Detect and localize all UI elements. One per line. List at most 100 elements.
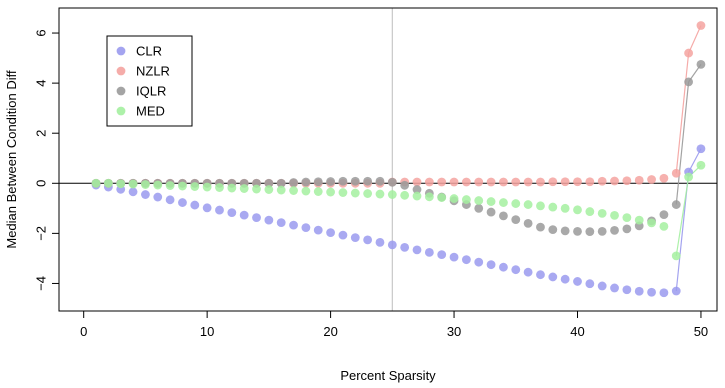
point-nzlr-36 bbox=[523, 177, 533, 187]
point-clr-47 bbox=[659, 288, 669, 298]
point-clr-39 bbox=[560, 274, 570, 284]
point-clr-17 bbox=[289, 220, 298, 230]
point-clr-34 bbox=[499, 262, 508, 272]
point-iqlr-18 bbox=[301, 177, 311, 187]
point-med-40 bbox=[573, 205, 582, 215]
x-tick-label-50: 50 bbox=[694, 324, 708, 339]
point-clr-27 bbox=[412, 245, 422, 255]
point-clr-32 bbox=[474, 257, 484, 267]
point-nzlr-48 bbox=[671, 168, 681, 178]
point-iqlr-47 bbox=[659, 210, 669, 219]
point-clr-6 bbox=[153, 192, 163, 202]
point-iqlr-32 bbox=[474, 203, 484, 213]
y-tick-label--4: −4 bbox=[34, 276, 49, 291]
point-nzlr-35 bbox=[511, 177, 521, 187]
point-med-23 bbox=[363, 189, 373, 198]
data-points bbox=[91, 21, 706, 298]
point-nzlr-27 bbox=[412, 177, 422, 187]
y-tick-label-2: 2 bbox=[34, 130, 49, 137]
point-iqlr-25 bbox=[387, 177, 397, 187]
point-clr-25 bbox=[387, 240, 397, 250]
point-iqlr-24 bbox=[375, 176, 385, 186]
point-nzlr-39 bbox=[560, 177, 570, 187]
point-clr-35 bbox=[511, 265, 521, 275]
point-iqlr-20 bbox=[326, 177, 335, 186]
point-med-44 bbox=[622, 213, 632, 222]
point-clr-41 bbox=[585, 279, 595, 289]
x-axis: 0 10 20 30 40 50 bbox=[80, 310, 708, 339]
point-clr-37 bbox=[536, 270, 545, 280]
point-med-29 bbox=[437, 193, 447, 202]
point-iqlr-44 bbox=[622, 224, 632, 234]
connector-med-47 bbox=[675, 176, 690, 257]
point-med-50 bbox=[696, 160, 706, 170]
x-tick-label-30: 30 bbox=[447, 324, 461, 339]
point-med-8 bbox=[178, 181, 187, 191]
point-iqlr-37 bbox=[536, 222, 545, 232]
point-clr-29 bbox=[437, 250, 447, 260]
point-iqlr-23 bbox=[363, 176, 373, 186]
legend: CLR NZLR IQLR MED bbox=[106, 35, 193, 127]
y-axis: −4 −2 0 2 4 6 bbox=[34, 29, 60, 291]
point-nzlr-38 bbox=[548, 177, 558, 187]
point-nzlr-31 bbox=[461, 177, 471, 187]
y-tick-label-6: 6 bbox=[34, 29, 49, 36]
point-clr-7 bbox=[165, 195, 175, 205]
point-iqlr-50 bbox=[696, 59, 706, 69]
point-med-7 bbox=[165, 181, 175, 190]
point-nzlr-41 bbox=[585, 177, 595, 187]
point-med-37 bbox=[536, 201, 545, 211]
point-nzlr-34 bbox=[499, 177, 508, 187]
point-med-9 bbox=[190, 182, 200, 191]
point-med-35 bbox=[511, 199, 521, 208]
point-nzlr-42 bbox=[597, 176, 607, 186]
point-med-5 bbox=[141, 180, 150, 189]
point-iqlr-17 bbox=[289, 178, 298, 187]
point-med-34 bbox=[499, 198, 508, 207]
point-nzlr-33 bbox=[486, 177, 496, 187]
point-med-6 bbox=[153, 180, 163, 190]
point-nzlr-28 bbox=[424, 177, 434, 187]
point-clr-40 bbox=[573, 277, 582, 286]
point-med-13 bbox=[239, 184, 249, 193]
point-med-42 bbox=[597, 208, 607, 218]
point-med-10 bbox=[202, 182, 212, 192]
point-clr-24 bbox=[375, 237, 385, 247]
point-clr-45 bbox=[634, 286, 644, 296]
y-axis-title: Median Between Condition Diff bbox=[4, 70, 19, 249]
connector-nzlr-47 bbox=[675, 53, 690, 174]
point-clr-12 bbox=[227, 208, 237, 217]
point-clr-21 bbox=[338, 230, 348, 240]
point-med-38 bbox=[548, 202, 558, 212]
point-med-20 bbox=[326, 187, 335, 197]
point-clr-14 bbox=[252, 213, 261, 222]
point-clr-9 bbox=[190, 200, 200, 210]
legend-marker-clr bbox=[116, 46, 126, 56]
point-med-46 bbox=[647, 218, 656, 228]
point-clr-23 bbox=[363, 235, 373, 245]
x-tick-label-10: 10 bbox=[200, 324, 214, 339]
point-med-4 bbox=[128, 179, 138, 189]
point-med-32 bbox=[474, 196, 484, 205]
point-iqlr-21 bbox=[338, 176, 348, 186]
point-clr-15 bbox=[264, 215, 274, 225]
point-clr-4 bbox=[128, 187, 138, 197]
point-med-16 bbox=[276, 185, 286, 195]
y-tick-label-4: 4 bbox=[34, 80, 49, 87]
point-nzlr-44 bbox=[622, 176, 632, 186]
point-nzlr-30 bbox=[449, 177, 459, 187]
point-med-41 bbox=[585, 207, 595, 216]
point-iqlr-40 bbox=[573, 226, 582, 236]
point-med-31 bbox=[461, 195, 471, 204]
point-med-11 bbox=[215, 183, 224, 192]
point-clr-11 bbox=[215, 205, 224, 215]
point-nzlr-45 bbox=[634, 175, 644, 185]
series-med bbox=[91, 160, 706, 261]
point-iqlr-34 bbox=[499, 211, 508, 221]
legend-marker-iqlr bbox=[116, 86, 126, 96]
x-tick-label-20: 20 bbox=[323, 324, 337, 339]
point-nzlr-32 bbox=[474, 177, 484, 187]
point-nzlr-46 bbox=[647, 175, 656, 184]
point-clr-18 bbox=[301, 223, 311, 233]
x-tick-label-0: 0 bbox=[80, 324, 87, 339]
